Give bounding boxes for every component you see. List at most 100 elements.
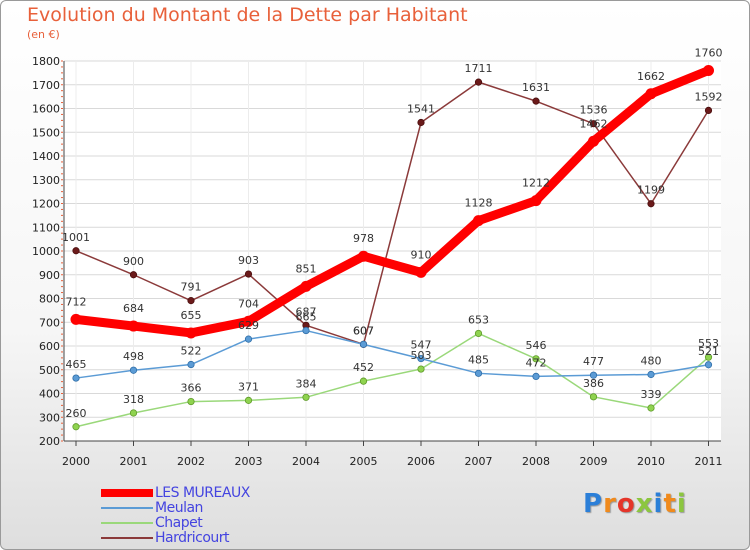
legend-swatch-meulan	[101, 506, 153, 509]
y-minor-tick	[61, 66, 63, 68]
y-tick-label: 700	[39, 316, 60, 329]
y-minor-tick	[61, 238, 63, 240]
y-minor-tick	[61, 155, 63, 157]
data-point-les-mureaux	[243, 315, 254, 327]
data-point-hardricourt	[187, 297, 195, 305]
y-minor-tick	[61, 315, 63, 317]
data-label-chapet: 366	[181, 382, 202, 395]
data-point-chapet	[359, 377, 368, 385]
y-tick-label: 1700	[32, 79, 60, 92]
data-label-meulan: 607	[353, 324, 374, 337]
data-point-les-mureaux	[128, 320, 139, 332]
y-minor-tick	[61, 309, 63, 311]
x-tick-label: 2008	[522, 455, 550, 468]
data-label-les-mureaux: 1662	[637, 70, 665, 83]
legend-item-hardricourt: Hardricourt	[101, 529, 250, 546]
data-point-chapet	[589, 393, 598, 401]
x-tick-label: 2006	[407, 455, 435, 468]
y-minor-tick	[61, 208, 63, 210]
data-point-hardricourt	[532, 97, 540, 105]
y-minor-tick	[61, 232, 63, 234]
data-label-hardricourt: 1631	[522, 81, 550, 94]
data-label-chapet: 260	[66, 407, 87, 420]
y-minor-tick	[61, 137, 63, 139]
data-point-chapet	[302, 393, 310, 401]
legend-item-les-mureaux: LES MUREAUX	[101, 485, 250, 501]
data-point-les-mureaux	[473, 215, 484, 227]
data-point-les-mureaux	[588, 135, 599, 147]
data-point-meulan	[302, 326, 310, 335]
y-minor-tick	[61, 256, 63, 258]
data-point-les-mureaux	[645, 88, 657, 100]
y-tick-label: 1800	[32, 55, 60, 68]
y-minor-tick	[61, 363, 63, 365]
y-minor-tick	[61, 398, 63, 400]
data-label-les-mureaux: 704	[238, 297, 259, 310]
data-label-les-mureaux: 655	[181, 309, 202, 322]
data-label-hardricourt: 1541	[407, 103, 435, 116]
data-label-hardricourt: 1592	[695, 90, 723, 103]
y-minor-tick	[61, 333, 63, 335]
y-minor-tick	[61, 60, 63, 62]
y-minor-tick	[61, 167, 63, 169]
y-minor-tick	[61, 381, 63, 383]
x-tick-label: 2004	[292, 455, 320, 468]
logo-letter: i	[653, 489, 664, 519]
data-label-chapet: 384	[296, 377, 317, 390]
y-minor-tick	[61, 369, 63, 371]
data-point-les-mureaux	[70, 313, 82, 325]
y-minor-tick	[61, 428, 63, 430]
y-minor-tick	[61, 339, 63, 341]
y-tick-label: 600	[39, 340, 60, 353]
y-minor-tick	[61, 226, 63, 228]
data-label-chapet: 546	[526, 339, 547, 352]
y-minor-tick	[61, 357, 63, 359]
x-tick-label: 2007	[465, 455, 493, 468]
data-label-meulan: 480	[641, 355, 662, 368]
series-line-les-mureaux	[71, 66, 713, 338]
y-minor-tick	[61, 143, 63, 145]
data-point-meulan	[129, 366, 138, 374]
y-minor-tick	[61, 78, 63, 80]
x-tick-label: 2001	[120, 455, 148, 468]
data-label-layer: 1001 900 791 903 687 607 1541 1711 1631 1536 1199 1…	[62, 47, 723, 420]
data-label-meulan: 629	[238, 319, 259, 332]
data-label-chapet: 452	[353, 361, 374, 374]
y-minor-tick	[61, 179, 63, 181]
legend-swatch-hardricourt	[101, 536, 153, 539]
data-label-chapet: 371	[238, 380, 259, 393]
y-minor-tick	[61, 149, 63, 151]
y-minor-tick	[61, 185, 63, 187]
data-point-meulan	[187, 360, 195, 369]
y-minor-tick	[61, 434, 63, 436]
data-point-les-mureaux	[703, 65, 714, 76]
y-tick-label: 300	[39, 411, 60, 424]
y-minor-tick	[61, 422, 63, 424]
x-tick-label: 2005	[350, 455, 378, 468]
data-label-meulan: 547	[411, 339, 432, 352]
x-tick-label: 2011	[695, 455, 723, 468]
y-minor-tick	[61, 84, 63, 86]
y-minor-tick	[61, 351, 63, 353]
series-line-meulan	[75, 329, 710, 379]
data-label-meulan: 522	[181, 345, 202, 358]
legend-label-hardricourt: Hardricourt	[155, 529, 230, 546]
data-label-hardricourt: 1199	[637, 184, 665, 197]
data-label-les-mureaux: 712	[66, 295, 87, 308]
y-minor-tick	[61, 214, 63, 216]
y-minor-tick	[61, 262, 63, 264]
y-minor-tick	[61, 327, 63, 329]
y-minor-tick	[61, 286, 63, 288]
y-tick-label: 1600	[32, 103, 60, 116]
data-label-chapet: 503	[411, 349, 432, 362]
data-label-hardricourt: 791	[181, 281, 202, 294]
y-minor-tick	[61, 298, 63, 299]
axis-layer: 200 300 400 500 600 700 800 900 1000 1100 1200 1300…	[32, 55, 723, 468]
data-point-hardricourt	[474, 78, 483, 86]
data-point-hardricourt	[647, 200, 655, 208]
y-minor-tick	[61, 387, 63, 389]
data-point-meulan	[647, 370, 655, 379]
y-minor-tick	[61, 303, 63, 305]
y-minor-tick	[61, 125, 63, 127]
